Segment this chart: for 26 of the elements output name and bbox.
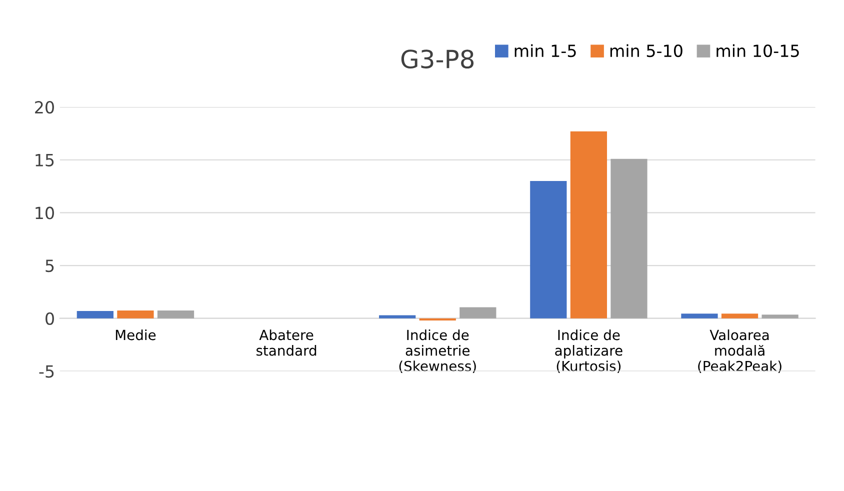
- y-tick-label: 0: [46, 312, 54, 325]
- x-tick-label: Indice de asimetrie (Skewness): [399, 329, 476, 373]
- legend-label: min 1-5: [514, 44, 576, 58]
- chart-title: G3-P8: [401, 50, 474, 69]
- bar: [762, 314, 798, 318]
- bar: [379, 315, 416, 318]
- bar: [460, 307, 496, 318]
- x-tick-label: Indice de aplatizare (Kurtosis): [555, 329, 622, 373]
- x-tick-label: Abatere standard: [256, 329, 316, 356]
- legend-label: min 5-10: [610, 44, 682, 58]
- bar: [681, 314, 718, 318]
- bar: [570, 131, 607, 318]
- x-tick-label: Medie: [116, 329, 156, 340]
- bar: [76, 310, 114, 318]
- bar: [721, 314, 758, 318]
- bar: [157, 310, 194, 318]
- y-tick-label: 10: [36, 206, 54, 220]
- y-tick-label: 5: [46, 260, 54, 272]
- bar: [117, 310, 154, 318]
- x-tick-label: Valoarea modală (Peak2Peak): [698, 329, 782, 373]
- legend-label: min 10-15: [716, 44, 799, 58]
- y-tick-label: 20: [35, 101, 54, 114]
- bar: [530, 181, 567, 318]
- y-tick-label: -5: [39, 365, 54, 378]
- y-tick-label: 15: [36, 154, 54, 166]
- bar: [610, 158, 648, 318]
